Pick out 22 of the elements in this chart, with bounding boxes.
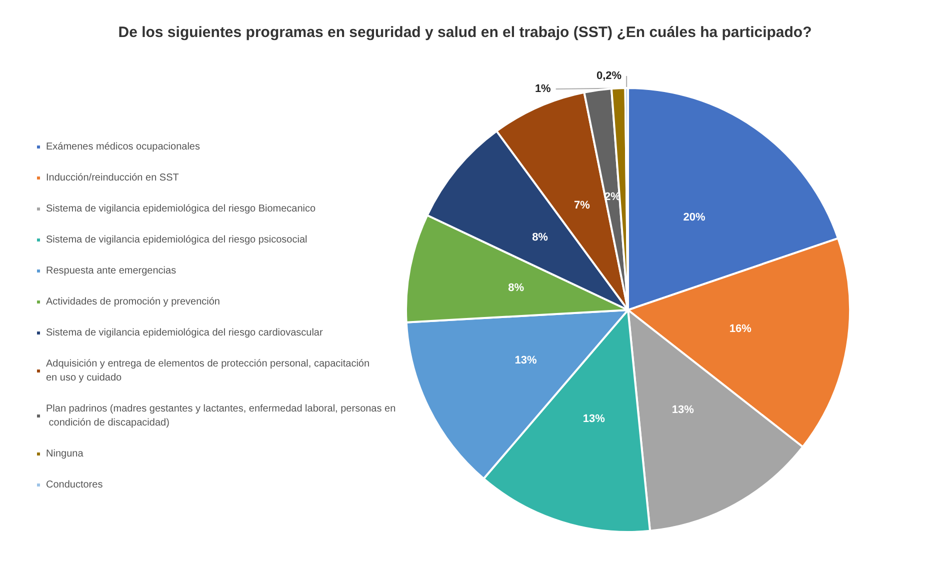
legend-label: Sistema de vigilancia epidemiológica del riesgo Biomecanico — [46, 204, 316, 214]
data-label: 13% — [672, 404, 694, 416]
legend-label: Sistema de vigilancia epidemiológica del riesgo psicosocial — [46, 234, 308, 246]
data-label: 20% — [683, 211, 706, 224]
data-label: 8% — [508, 282, 524, 294]
legend-label: Sistema de vigilancia epidemiológica del riesgo cardiovascular — [46, 328, 324, 338]
legend-label: Ninguna — [46, 448, 84, 460]
data-label: 16% — [729, 323, 752, 336]
legend-label: Adquisición y entrega de elementos de protección personal, capacitación en uso y cuidado — [46, 358, 372, 384]
data-label: 8% — [532, 232, 548, 244]
legend-label: Inducción/reinducción en SST — [46, 172, 179, 184]
data-label: 7% — [574, 200, 590, 212]
legend-label: Exámenes médicos ocupacionales — [46, 142, 200, 152]
legend-label: Plan padrinos (madres gestantes y lactantes, enfermedad laboral, personas en condición de discapacidad) — [46, 404, 396, 428]
legend-label: Conductores — [46, 480, 103, 490]
legend-label: Respuesta ante emergencias — [46, 266, 176, 276]
legend-label: Actividades de promoción y prevención — [46, 296, 220, 308]
data-label: 13% — [582, 412, 606, 425]
data-label: 0,2% — [596, 70, 622, 82]
chart-title: De los siguientes programas en seguridad y salud en el trabajo (SST) ¿En cuáles ha participado? — [118, 24, 812, 41]
data-label: 13% — [514, 354, 538, 367]
data-label: 1% — [534, 83, 552, 96]
